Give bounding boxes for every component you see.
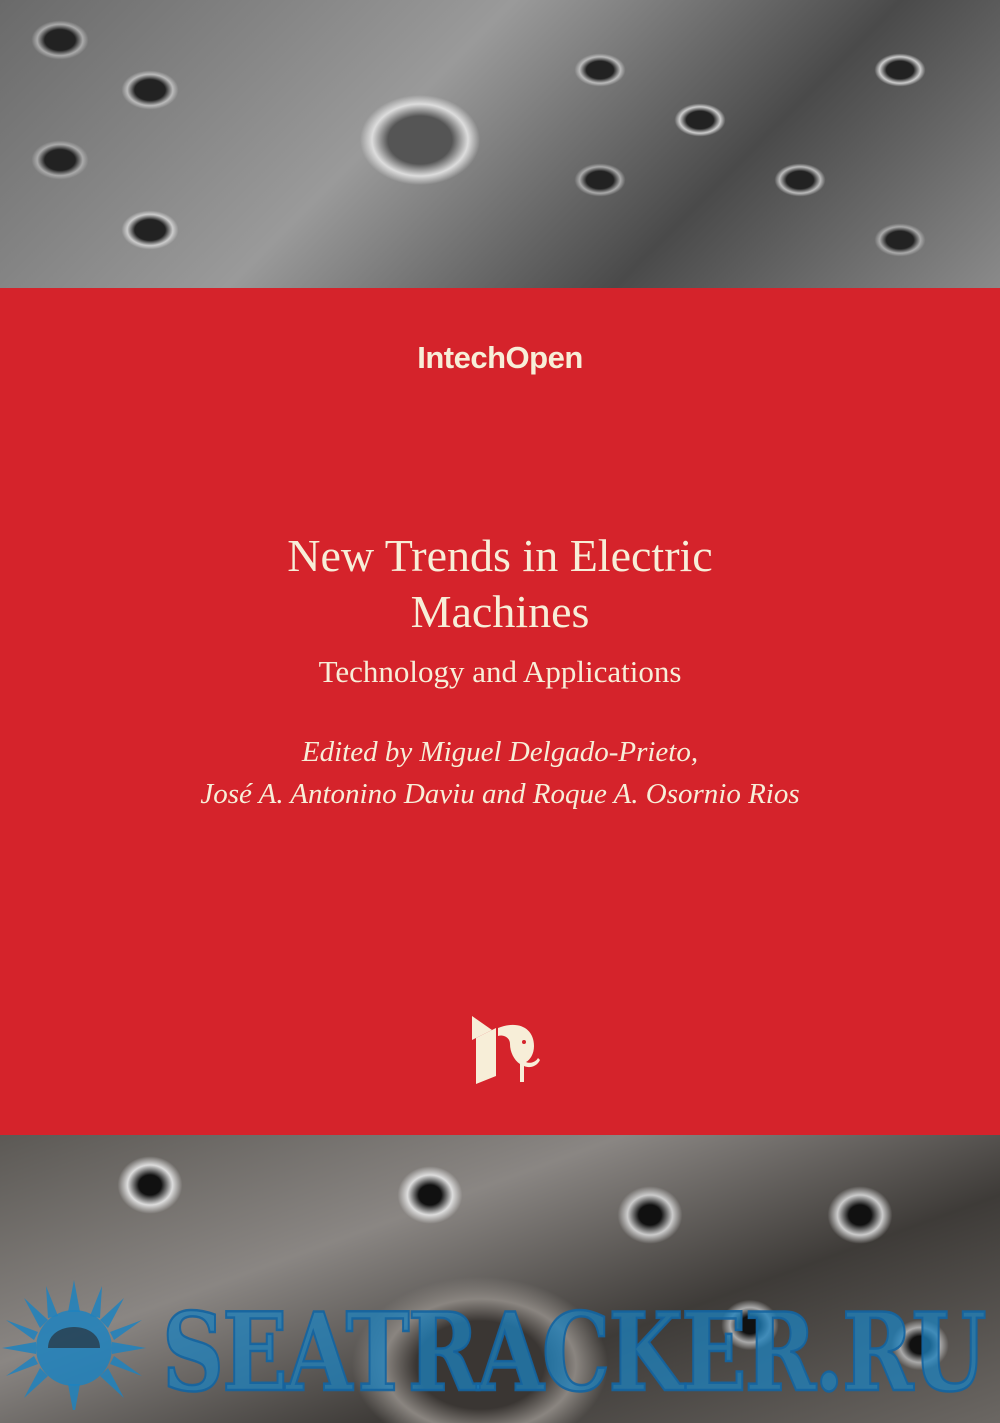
- book-title: New Trends in Electric Machines: [0, 528, 1000, 640]
- cover-photo-bottom: [0, 1135, 1000, 1423]
- sun-icon: [2, 1280, 146, 1410]
- title-band: IntechOpen New Trends in Electric Machin…: [0, 288, 1000, 1135]
- watermark-text: SEATRACKER.RU: [161, 1289, 987, 1418]
- editors-line: Edited by Miguel Delgado-Prieto,: [301, 736, 699, 768]
- cover-photo-top: [0, 0, 1000, 288]
- watermark: SEATRACKER.RU: [0, 1280, 1000, 1418]
- title-line: Machines: [410, 586, 590, 637]
- editors: Edited by Miguel Delgado-Prieto, José A.…: [0, 731, 1000, 815]
- elephant-door-logo-icon: [472, 1016, 540, 1084]
- editors-line: José A. Antonino Daviu and Roque A. Osor…: [200, 778, 800, 810]
- book-subtitle: Technology and Applications: [318, 654, 682, 689]
- title-line: New Trends in Electric: [287, 530, 713, 581]
- publisher-name: IntechOpen: [417, 340, 583, 375]
